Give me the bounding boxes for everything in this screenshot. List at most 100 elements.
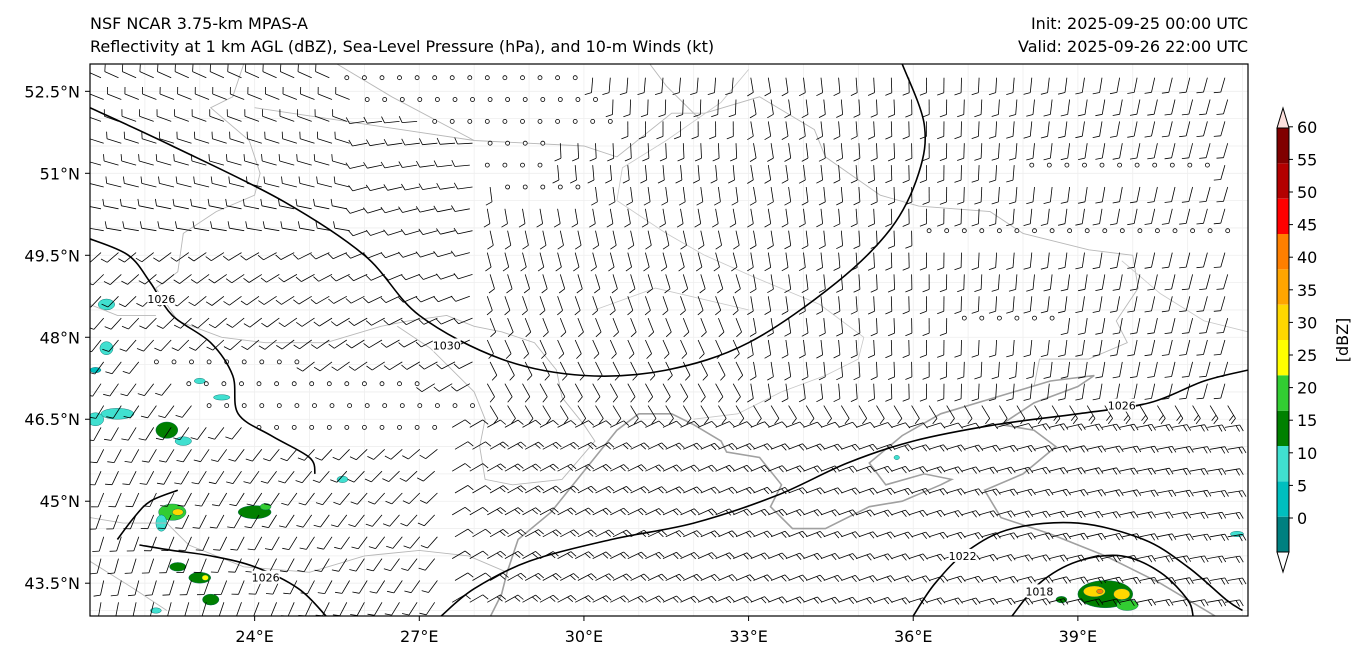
wind-barb-flag [189,347,196,351]
wind-barb-flag [817,421,823,428]
wind-barb-flag [621,136,629,140]
wind-barb [823,405,832,425]
wind-barb-shaft [264,227,280,232]
wind-barb-flag [1161,223,1169,225]
wind-barb-shaft [210,71,225,79]
wind-barb-shaft [487,463,501,472]
wind-barb [627,383,636,403]
wind-barb-flag [844,418,850,425]
wind-barb-flag [1031,488,1036,496]
wind-barb-flag [833,532,840,539]
calm-wind-marker [1032,315,1037,321]
wind-barb-shaft [179,274,192,284]
wind-barb-flag [971,223,979,227]
wind-barb-shaft [489,274,495,289]
wind-barb-shaft [402,164,418,168]
wind-barb-shaft [627,551,642,559]
wind-barb [225,274,245,284]
wind-barb-shaft [216,514,225,529]
wind-barb-flag [784,245,791,250]
wind-barb [1087,532,1107,541]
wind-barb [454,137,473,145]
wind-barb-shaft [1172,424,1188,428]
wind-barb-shaft [662,252,668,268]
wind-barb-shaft [732,339,740,354]
wind-barb [695,252,703,272]
wind-barb-flag [110,594,118,597]
wind-barb-flag [88,177,89,184]
wind-barb-flag [384,613,392,616]
field-title: Reflectivity at 1 km AGL (dBZ), Sea-Leve… [90,37,715,56]
wind-barb-shaft [317,183,333,188]
wind-barb [753,405,762,425]
wind-barb-shaft [134,580,140,596]
wind-barb-shaft [715,596,730,603]
wind-barb-flag [1043,376,1051,379]
wind-barb-shaft [820,509,836,516]
wind-barb-flag [954,179,962,183]
wind-barb-shaft [1192,405,1201,419]
wind-barb-flag [485,528,492,535]
wind-barb-flag [123,416,131,419]
wind-barb [833,121,841,140]
wind-barb-flag [1027,446,1033,453]
wind-barb-shaft [441,361,456,370]
wind-barb-shaft [212,339,225,351]
wind-barb-shaft [108,339,119,352]
wind-barb-flag [778,510,784,517]
wind-barb-shaft [1151,77,1156,93]
wind-barb-flag [1081,511,1086,518]
wind-barb-flag [482,594,489,600]
wind-barb [665,442,685,450]
wind-barb-flag [245,221,248,229]
wind-barb-shaft [1171,274,1176,290]
wind-barb-shaft [770,274,774,290]
wind-barb [996,466,1016,474]
wind-barb [190,427,207,440]
wind-barb-flag [421,590,429,593]
wind-barb-flag [1077,468,1083,475]
wind-barb-shaft [487,550,501,559]
wind-barb-flag [1176,414,1182,421]
wind-barb-shaft [1172,467,1188,472]
wind-barb-flag [313,366,321,372]
wind-barb-flag [482,419,489,425]
wind-barb [858,575,878,583]
wind-barb-shaft [420,252,435,258]
calm-wind-marker [449,75,455,81]
wind-barb-shaft [890,121,893,137]
wind-barb-flag [587,443,594,450]
wind-barb [1040,296,1050,314]
calm-wind-marker [520,75,525,81]
wind-barb-shaft [1185,121,1191,136]
wind-barb-shaft [592,252,597,268]
wind-barb-flag [747,223,754,228]
wind-barb-shaft [996,466,1012,472]
wind-barb [296,317,315,327]
wind-barb-flag [682,396,689,403]
wind-barb-flag [279,525,286,528]
wind-barb [770,487,790,495]
wind-barb-shaft [770,99,774,115]
wind-barb-shaft [838,121,841,137]
wind-barb-shaft [995,77,997,93]
wind-barb [922,143,930,162]
wind-barb [1210,490,1229,498]
wind-barb-shaft [1016,488,1032,494]
wind-barb-shaft [1047,121,1050,137]
wind-barb-shaft [409,536,421,549]
wind-barb [560,441,580,450]
wind-barb-flag [867,179,875,184]
wind-barb-shaft [539,383,548,397]
wind-barb-flag [711,421,717,427]
wind-barb-flag [317,592,325,594]
wind-barb-shaft [610,507,624,516]
wind-barb-flag [767,487,773,493]
wind-barb [193,449,210,463]
wind-barb-flag [887,289,895,293]
wind-barb-flag [749,245,757,250]
wind-barb [1189,555,1209,563]
calm-wind-marker [1205,162,1210,168]
wind-barb-flag [1144,223,1152,225]
wind-barb-shaft [286,558,295,572]
